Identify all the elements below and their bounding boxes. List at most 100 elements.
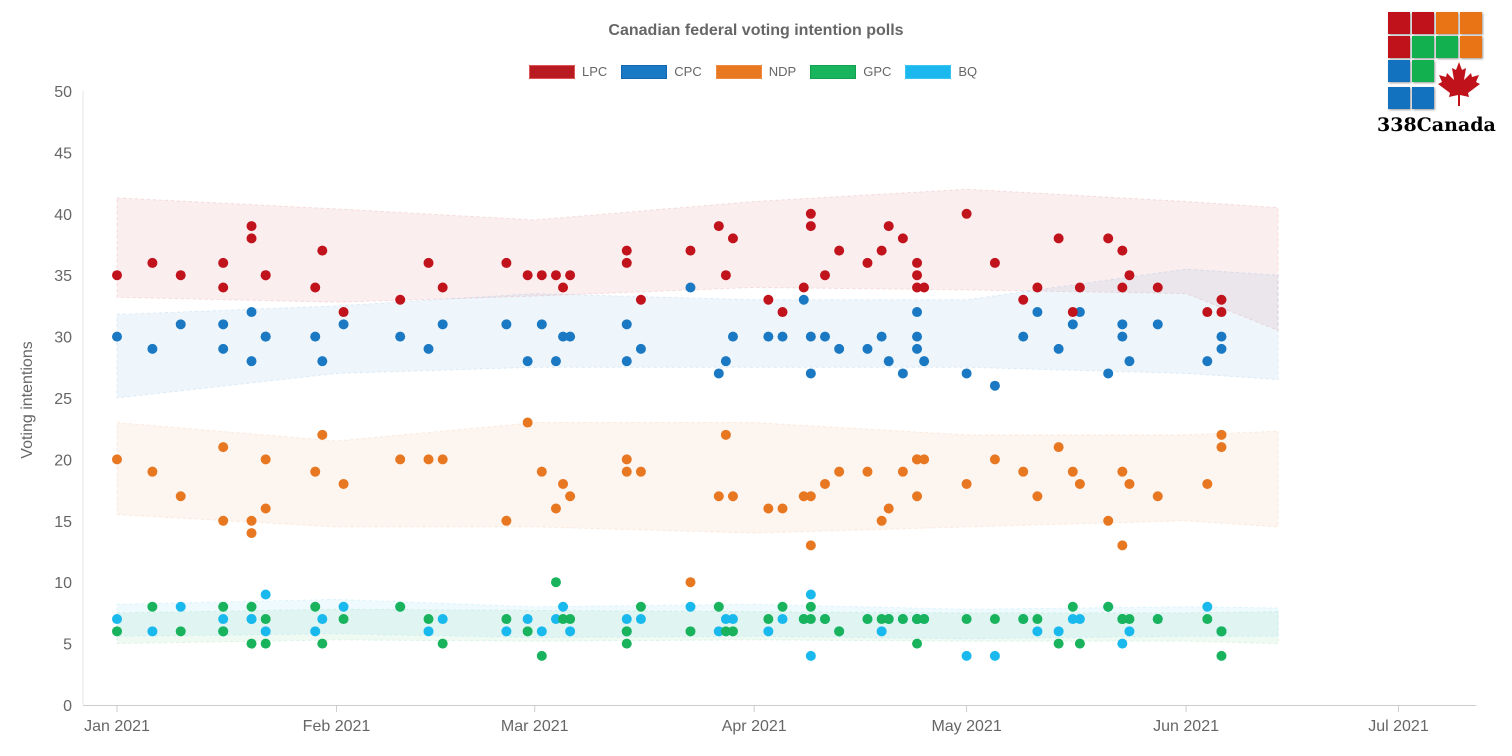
point-lpc[interactable]: [1117, 245, 1128, 256]
point-bq[interactable]: [565, 626, 576, 637]
point-ndp[interactable]: [112, 454, 122, 465]
point-lpc[interactable]: [635, 294, 646, 305]
point-bq[interactable]: [720, 614, 731, 625]
point-lpc[interactable]: [423, 257, 434, 268]
point-cpc[interactable]: [246, 307, 257, 318]
point-gpc[interactable]: [621, 626, 632, 637]
point-gpc[interactable]: [727, 626, 738, 637]
point-ndp[interactable]: [501, 515, 512, 526]
point-cpc[interactable]: [876, 331, 887, 342]
point-lpc[interactable]: [989, 257, 1000, 268]
point-gpc[interactable]: [175, 626, 186, 637]
point-cpc[interactable]: [437, 319, 448, 330]
point-cpc[interactable]: [317, 356, 328, 367]
point-gpc[interactable]: [897, 614, 908, 625]
point-cpc[interactable]: [112, 331, 122, 342]
point-ndp[interactable]: [260, 454, 271, 465]
point-cpc[interactable]: [727, 331, 738, 342]
point-ndp[interactable]: [989, 454, 1000, 465]
point-cpc[interactable]: [862, 343, 873, 354]
point-lpc[interactable]: [175, 270, 186, 281]
point-lpc[interactable]: [1216, 307, 1227, 318]
point-gpc[interactable]: [805, 614, 816, 625]
point-lpc[interactable]: [798, 282, 809, 293]
point-lpc[interactable]: [685, 245, 696, 256]
point-gpc[interactable]: [1018, 614, 1029, 625]
point-ndp[interactable]: [1117, 466, 1128, 477]
point-ndp[interactable]: [912, 491, 923, 502]
point-cpc[interactable]: [501, 319, 512, 330]
point-cpc[interactable]: [621, 319, 632, 330]
point-ndp[interactable]: [798, 491, 809, 502]
legend-item-ndp[interactable]: NDP: [715, 64, 796, 79]
point-bq[interactable]: [961, 650, 972, 661]
point-ndp[interactable]: [1067, 466, 1078, 477]
point-lpc[interactable]: [1117, 282, 1128, 293]
point-lpc[interactable]: [338, 307, 349, 318]
point-lpc[interactable]: [1074, 282, 1085, 293]
point-cpc[interactable]: [989, 380, 1000, 391]
point-cpc[interactable]: [338, 319, 349, 330]
point-ndp[interactable]: [727, 491, 738, 502]
point-cpc[interactable]: [565, 331, 576, 342]
point-bq[interactable]: [260, 589, 271, 600]
point-lpc[interactable]: [218, 282, 229, 293]
point-lpc[interactable]: [1124, 270, 1135, 281]
point-bq[interactable]: [635, 614, 646, 625]
point-cpc[interactable]: [685, 282, 696, 293]
point-bq[interactable]: [218, 614, 229, 625]
point-cpc[interactable]: [218, 319, 229, 330]
point-bq[interactable]: [1124, 626, 1135, 637]
point-cpc[interactable]: [805, 331, 816, 342]
point-ndp[interactable]: [1152, 491, 1163, 502]
point-cpc[interactable]: [912, 307, 923, 318]
point-bq[interactable]: [423, 626, 434, 637]
point-gpc[interactable]: [260, 638, 271, 649]
point-gpc[interactable]: [1067, 601, 1078, 612]
point-cpc[interactable]: [720, 356, 731, 367]
point-lpc[interactable]: [805, 208, 816, 219]
point-gpc[interactable]: [820, 614, 830, 625]
point-ndp[interactable]: [912, 454, 923, 465]
point-ndp[interactable]: [522, 417, 533, 428]
point-gpc[interactable]: [621, 638, 632, 649]
point-lpc[interactable]: [317, 245, 328, 256]
point-bq[interactable]: [522, 614, 533, 625]
point-ndp[interactable]: [897, 466, 908, 477]
point-cpc[interactable]: [635, 343, 646, 354]
point-lpc[interactable]: [621, 257, 632, 268]
point-gpc[interactable]: [147, 601, 158, 612]
point-gpc[interactable]: [862, 614, 873, 625]
point-cpc[interactable]: [1032, 307, 1043, 318]
point-ndp[interactable]: [805, 540, 816, 551]
point-gpc[interactable]: [1216, 626, 1227, 637]
point-lpc[interactable]: [1067, 307, 1078, 318]
point-ndp[interactable]: [338, 478, 349, 489]
point-lpc[interactable]: [565, 270, 576, 281]
point-ndp[interactable]: [246, 528, 257, 539]
point-ndp[interactable]: [862, 466, 873, 477]
point-gpc[interactable]: [1074, 638, 1085, 649]
legend-item-bq[interactable]: BQ: [905, 64, 977, 79]
point-ndp[interactable]: [876, 515, 887, 526]
point-bq[interactable]: [685, 601, 696, 612]
point-gpc[interactable]: [437, 638, 448, 649]
point-gpc[interactable]: [501, 614, 512, 625]
point-bq[interactable]: [501, 626, 512, 637]
point-gpc[interactable]: [763, 614, 774, 625]
point-gpc[interactable]: [1202, 614, 1213, 625]
point-cpc[interactable]: [961, 368, 972, 379]
point-gpc[interactable]: [218, 601, 229, 612]
point-lpc[interactable]: [1103, 233, 1114, 244]
point-bq[interactable]: [777, 614, 788, 625]
point-gpc[interactable]: [395, 601, 406, 612]
point-lpc[interactable]: [862, 257, 873, 268]
point-cpc[interactable]: [395, 331, 406, 342]
point-gpc[interactable]: [522, 626, 533, 637]
point-bq[interactable]: [1053, 626, 1064, 637]
point-ndp[interactable]: [423, 454, 434, 465]
point-ndp[interactable]: [883, 503, 894, 514]
point-cpc[interactable]: [919, 356, 930, 367]
point-cpc[interactable]: [536, 319, 547, 330]
point-gpc[interactable]: [798, 614, 809, 625]
